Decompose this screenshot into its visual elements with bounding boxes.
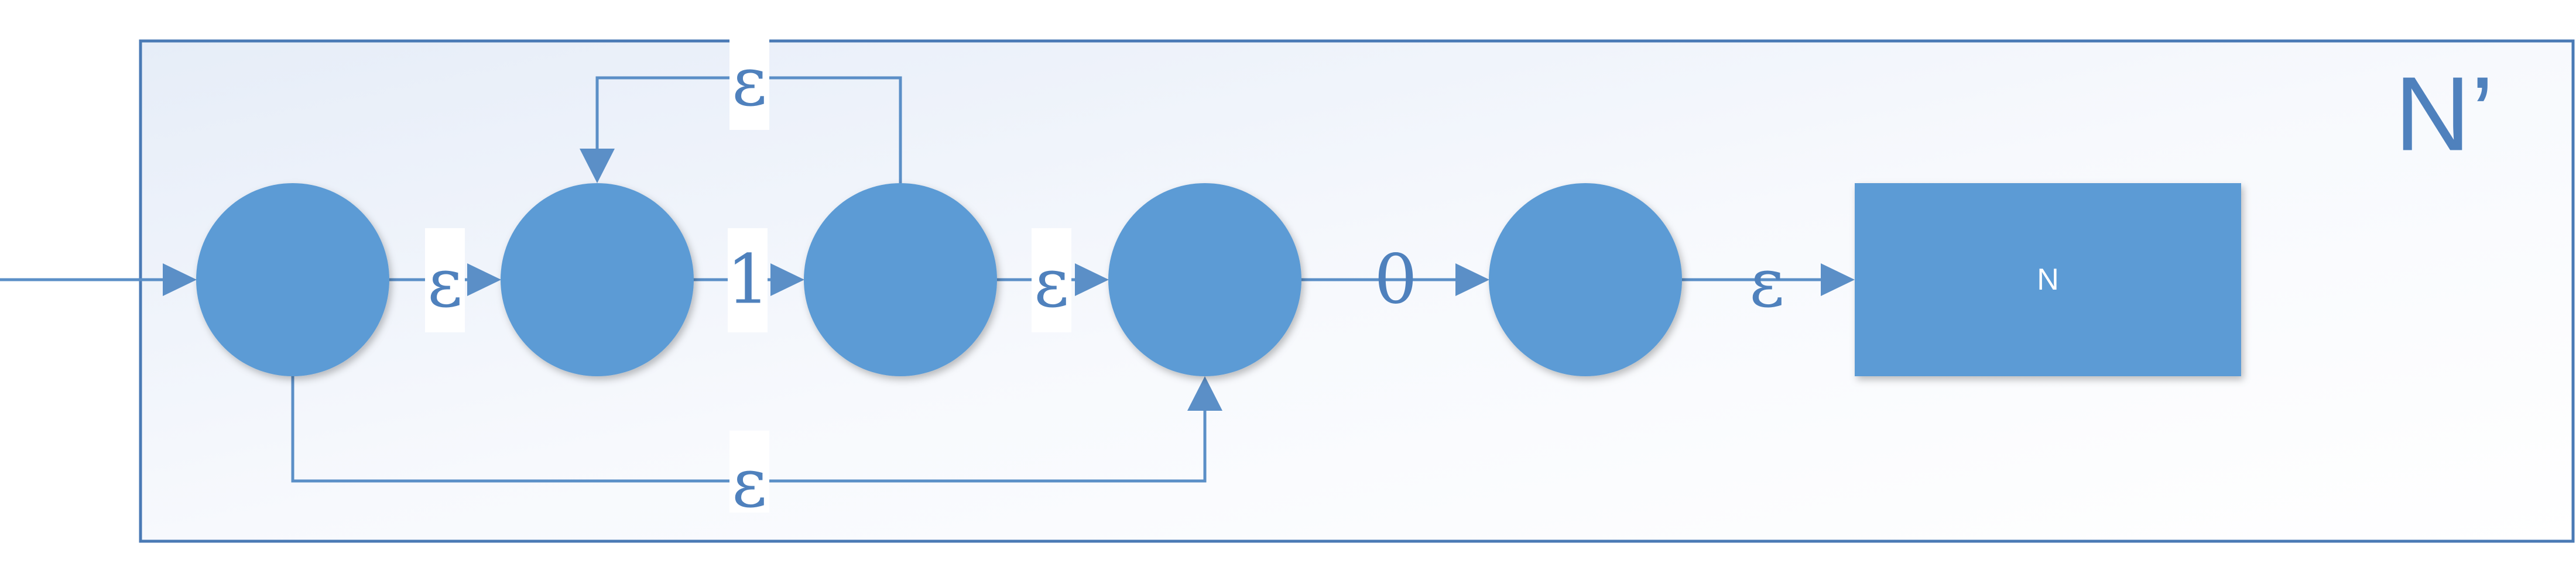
edge-skip-1-4-arrowhead <box>1187 376 1222 411</box>
state-3 <box>804 183 997 376</box>
label-5-n: ε <box>1749 244 1784 323</box>
edge-1-2-arrowhead <box>467 263 501 296</box>
label-3-4: ε <box>1034 244 1069 323</box>
state-2 <box>501 183 694 376</box>
edge-loop-3-2-arrowhead <box>580 149 615 183</box>
edge-5-n-arrowhead <box>1821 263 1855 296</box>
label-loop-3-2: ε <box>732 43 767 122</box>
label-skip-1-4: ε <box>732 444 767 523</box>
label-2-3: 1 <box>727 240 770 319</box>
diagram-title: N’ <box>2395 56 2494 173</box>
state-5 <box>1489 183 1682 376</box>
label-1-2: ε <box>427 244 463 323</box>
edge-4-5-arrowhead <box>1455 263 1489 296</box>
state-1 <box>196 183 389 376</box>
edge-start-arrowhead <box>163 263 197 296</box>
edge-2-3-arrowhead <box>770 263 804 296</box>
states <box>196 183 1682 376</box>
state-4 <box>1108 183 1301 376</box>
label-4-5: 0 <box>1374 240 1417 319</box>
inner-automaton-box <box>1855 183 2241 376</box>
edge-3-4-arrowhead <box>1075 263 1109 296</box>
label-pads <box>425 35 1071 513</box>
inner-automaton-label: N <box>2037 263 2059 297</box>
